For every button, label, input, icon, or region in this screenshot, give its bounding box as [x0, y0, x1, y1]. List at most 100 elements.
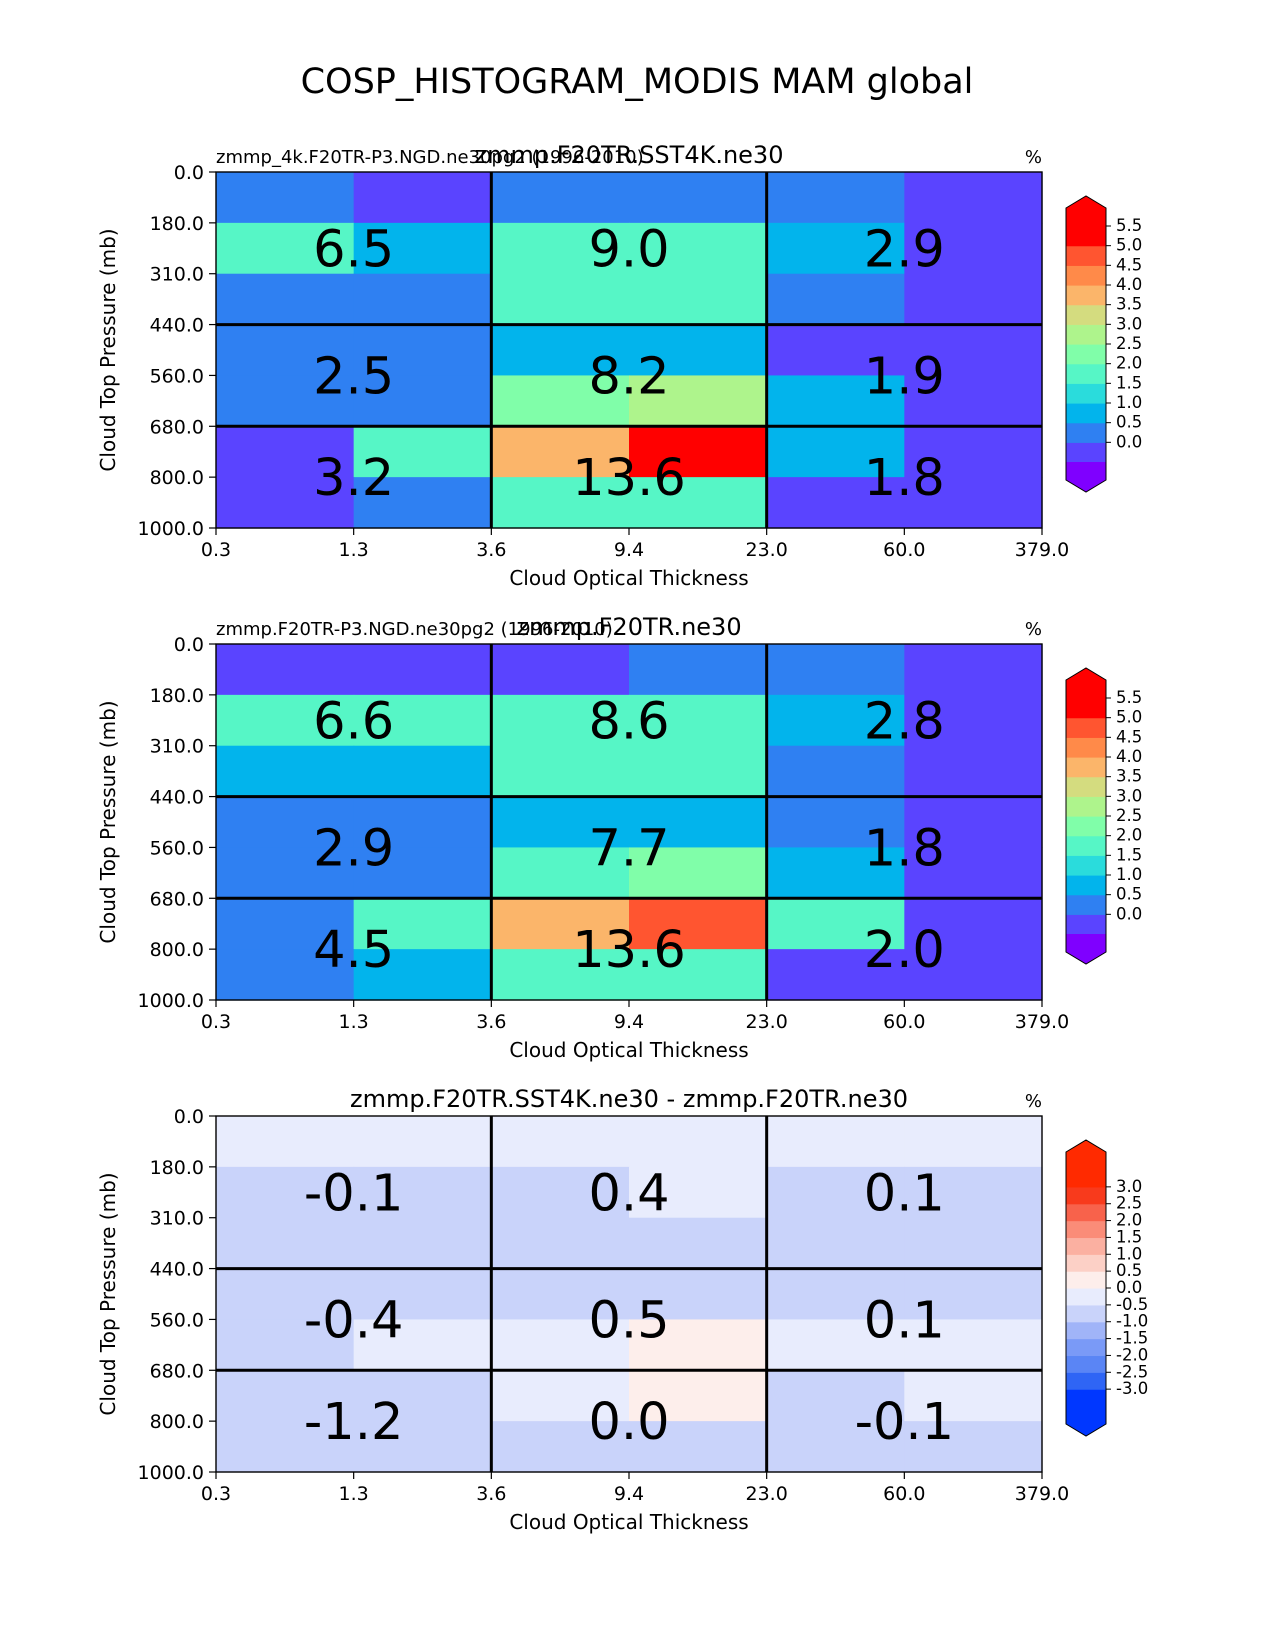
colorbar-tick-label: -1.5	[1116, 1329, 1148, 1348]
box-sum-label: 0.1	[864, 1164, 945, 1223]
box-sum-label: 4.5	[313, 921, 394, 980]
heatmap-cell	[904, 273, 1043, 326]
x-tick-label: 9.4	[614, 1483, 644, 1505]
y-tick-label: 440.0	[150, 787, 204, 809]
x-tick-label: 0.3	[201, 1483, 231, 1505]
colorbar-segment	[1066, 737, 1106, 758]
heatmap-cell	[629, 1166, 768, 1219]
heatmap-cell	[353, 222, 492, 275]
heatmap-cell	[353, 1166, 492, 1219]
box-sum-label: -0.1	[304, 1164, 404, 1223]
panel-left-label: zmmp_4k.F20TR-P3.NGD.ne30pg2 (1996-2010)	[216, 147, 644, 168]
box-sum-label: 1.8	[864, 819, 945, 878]
colorbar-tick-label: 1.5	[1116, 1227, 1142, 1246]
heatmap-cell	[353, 426, 492, 478]
y-tick-label: 1000.0	[138, 518, 204, 540]
box-sum-label: 7.7	[588, 819, 669, 878]
heatmap-cell	[353, 847, 492, 899]
heatmap-cell	[629, 222, 768, 275]
heatmap-cell	[904, 1421, 1043, 1473]
heatmap-cell	[766, 949, 905, 1001]
colorbar-segment	[1066, 383, 1106, 404]
heatmap-cell	[766, 847, 905, 899]
colorbar-segment	[1066, 226, 1106, 247]
colorbar-tick-label: 4.0	[1116, 275, 1142, 294]
colorbar-tick-label: 1.5	[1116, 845, 1142, 864]
colorbar-tick-label: 1.0	[1116, 865, 1142, 884]
x-axis-label: Cloud Optical Thickness	[509, 1510, 748, 1534]
colorbar-tick-label: 0.0	[1116, 1278, 1142, 1297]
y-tick-label: 180.0	[150, 1157, 204, 1179]
heatmap-cell	[216, 898, 355, 950]
colorbar: 0.00.51.01.52.02.53.03.54.04.55.05.5	[1065, 667, 1142, 965]
heatmap-cell	[491, 222, 630, 275]
heatmap-cell	[629, 1268, 768, 1321]
panel-title: zmmp.F20TR.SST4K.ne30	[475, 141, 784, 169]
heatmap-cell	[629, 898, 768, 950]
heatmap-cell	[629, 426, 768, 478]
colorbar-tick-label: -0.5	[1116, 1295, 1148, 1314]
colorbar-tick-label: 5.0	[1116, 236, 1142, 255]
heatmap-cell	[766, 745, 905, 798]
box-sum-label: 2.8	[864, 692, 945, 751]
heatmap-cell	[491, 745, 630, 798]
colorbar-tick-label: 5.5	[1116, 216, 1142, 235]
y-tick-label: 1000.0	[138, 990, 204, 1012]
colorbar-segment	[1066, 1288, 1106, 1306]
x-tick-label: 0.3	[201, 539, 231, 561]
heatmap-cell	[216, 796, 355, 849]
heatmap-cell	[629, 644, 768, 696]
heatmap-cell	[766, 898, 905, 950]
heatmap-cell	[904, 949, 1043, 1001]
x-tick-label: 379.0	[1015, 539, 1069, 561]
colorbar-extension-bottom	[1066, 1406, 1106, 1436]
heatmap-cell	[353, 694, 492, 747]
heatmap-cell	[904, 694, 1043, 747]
colorbar-segment	[1066, 835, 1106, 856]
colorbar-segment	[1066, 1304, 1106, 1323]
y-tick-label: 680.0	[150, 416, 204, 438]
x-tick-label: 60.0	[883, 539, 925, 561]
heatmap-cell	[353, 1217, 492, 1270]
y-tick-label: 0.0	[174, 634, 204, 656]
colorbar-extension-bottom	[1066, 462, 1106, 492]
heatmap-cell	[216, 1370, 355, 1422]
colorbar-tick-label: 3.5	[1116, 295, 1142, 314]
colorbar-tick-label: 3.0	[1116, 314, 1142, 333]
heatmap-cell	[766, 477, 905, 529]
heatmap-cell	[353, 273, 492, 326]
colorbar-extension-top	[1066, 668, 1106, 698]
colorbar-segment	[1066, 1271, 1106, 1289]
colorbar-segment	[1066, 796, 1106, 817]
colorbar: -3.0-2.5-2.0-1.5-1.0-0.50.00.51.01.52.02…	[1065, 1139, 1148, 1437]
heatmap-cell	[629, 375, 768, 427]
colorbar-segment	[1066, 1170, 1106, 1188]
colorbar-tick-label: 5.5	[1116, 688, 1142, 707]
x-tick-label: 23.0	[746, 1483, 788, 1505]
box-sum-label: 9.0	[588, 220, 669, 279]
y-tick-label: 310.0	[150, 736, 204, 758]
heatmap-cell	[904, 898, 1043, 950]
panel-1: 6.5 9.0 2.9 2.5 8.2 1.9 3.2 13.6 1.8 0.3 1.3 3.6 9.4…	[96, 141, 1142, 590]
x-tick-label: 1.3	[339, 1011, 369, 1033]
box-sum-label: 2.9	[864, 220, 945, 279]
heatmap-cell	[491, 1217, 630, 1270]
heatmap-cell	[216, 1116, 355, 1168]
heatmap-cell	[629, 694, 768, 747]
heatmap-cell	[491, 694, 630, 747]
box-sum-label: 0.4	[588, 1164, 669, 1223]
heatmap-cell	[491, 324, 630, 377]
heatmap-cell	[216, 324, 355, 377]
x-axis-label: Cloud Optical Thickness	[509, 566, 748, 590]
colorbar-segment	[1066, 304, 1106, 325]
heatmap-cell	[629, 1421, 768, 1473]
heatmap-cell	[491, 949, 630, 1001]
heatmap-cell	[353, 324, 492, 377]
colorbar-segment	[1066, 442, 1106, 463]
heatmap-cell	[216, 1166, 355, 1219]
box-sum-label: 2.5	[313, 347, 394, 406]
box-sum-label: 13.6	[572, 921, 686, 980]
heatmap-cell	[491, 847, 630, 899]
box-sum-label: 1.8	[864, 449, 945, 508]
heatmap-cell	[353, 477, 492, 529]
